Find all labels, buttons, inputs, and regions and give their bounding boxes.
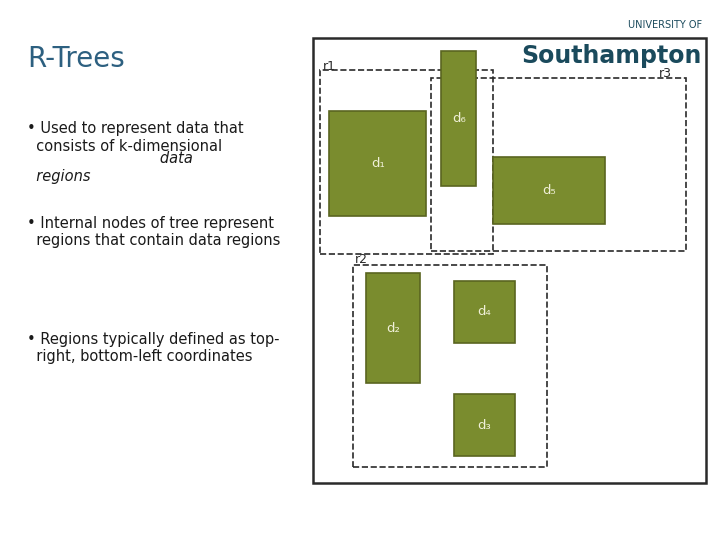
Text: d₆: d₆	[451, 112, 466, 125]
Text: d₄: d₄	[477, 305, 491, 319]
Text: R-Trees: R-Trees	[27, 45, 125, 73]
Text: • Internal nodes of tree represent
  regions that contain data regions: • Internal nodes of tree represent regio…	[27, 216, 281, 248]
Bar	[431, 78, 686, 251]
Text: • Used to represent data that
  consists of k-dimensional: • Used to represent data that consists o…	[27, 122, 244, 154]
Bar	[320, 70, 493, 254]
Bar	[313, 38, 706, 483]
Text: r2: r2	[355, 253, 368, 266]
Text: UNIVERSITY OF: UNIVERSITY OF	[628, 19, 702, 30]
Text: data
  regions: data regions	[27, 151, 193, 184]
Text: d₁: d₁	[371, 157, 384, 170]
Text: Southampton: Southampton	[521, 44, 702, 68]
Text: d₅: d₅	[542, 184, 556, 197]
Bar	[454, 394, 515, 456]
Text: • Regions typically defined as top-
  right, bottom-left coordinates: • Regions typically defined as top- righ…	[27, 332, 280, 365]
Bar	[441, 51, 476, 186]
Text: d₂: d₂	[386, 321, 400, 335]
Text: r1: r1	[323, 60, 336, 73]
Bar	[454, 281, 515, 343]
Bar	[366, 273, 420, 383]
Text: d₃: d₃	[477, 418, 491, 432]
Text: r3: r3	[659, 68, 672, 80]
Bar	[329, 111, 426, 216]
Bar	[493, 157, 605, 224]
Bar	[353, 265, 547, 467]
